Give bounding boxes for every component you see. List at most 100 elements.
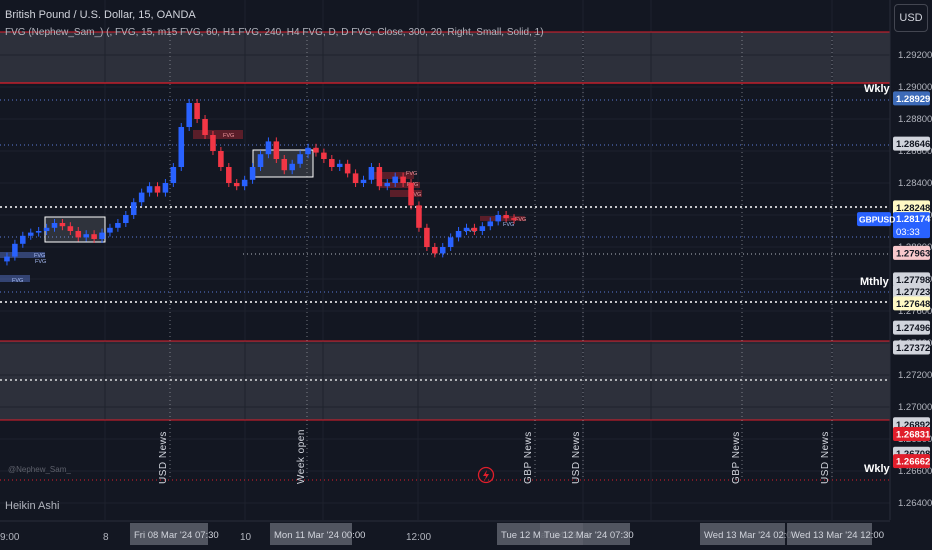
candle-body-11 — [91, 234, 97, 239]
candle-body-60 — [479, 226, 486, 231]
candle-body-6 — [51, 223, 58, 228]
candle-32 — [257, 150, 264, 171]
indicator-legend[interactable]: FVG (Nephew_Sam_) (, FVG, 15, m15 FVG, 6… — [5, 27, 544, 38]
candle-28 — [226, 163, 232, 187]
time-tick-first: 9:00 — [0, 532, 20, 543]
candle-50 — [400, 172, 406, 187]
candle-20 — [162, 179, 169, 197]
candle-body-19 — [154, 186, 161, 193]
candle-body-57 — [455, 231, 462, 238]
price-level-tag-0: 1.28929 — [893, 91, 930, 106]
candle-body-0 — [4, 256, 10, 262]
candle-body-7 — [59, 223, 66, 227]
news-label-2: GBP News — [523, 431, 534, 484]
candle-38 — [305, 143, 311, 159]
candle-3 — [27, 228, 34, 240]
price-tick-2: 1.28800 — [898, 114, 932, 125]
symbol-tag-bg — [857, 212, 891, 227]
price-level-tag-7: 1.27496 — [893, 320, 930, 335]
candle-body-10 — [83, 234, 89, 238]
weekly-top-label: Wkly — [864, 83, 891, 95]
time-box-bg-4 — [700, 523, 785, 545]
candle-body-47 — [376, 167, 383, 187]
candle-body-40 — [321, 152, 327, 159]
candle-body-36 — [289, 163, 295, 171]
candle-body-44 — [352, 173, 359, 183]
candle-1 — [12, 239, 18, 261]
symbol-title[interactable]: British Pound / U.S. Dollar, 15, OANDA — [5, 9, 196, 21]
price-level-text-10: 1.26831 — [896, 430, 931, 441]
price-level-tag-1: 1.28646 — [893, 136, 930, 151]
price-tick-14: 1.26400 — [898, 498, 932, 509]
candle-16 — [130, 198, 137, 219]
candle-body-14 — [115, 223, 121, 228]
time-tick-2: 12:00 — [406, 532, 431, 543]
candle-body-22 — [178, 127, 185, 167]
candle-body-53 — [424, 227, 430, 247]
price-tick-0: 1.29200 — [898, 50, 932, 61]
candle-11 — [91, 230, 97, 243]
candle-17 — [138, 188, 145, 207]
symbol-tag-text: GBPUSD — [859, 215, 895, 225]
currency-button[interactable]: USD — [894, 4, 928, 32]
candle-7 — [59, 219, 66, 231]
alert-icon[interactable] — [477, 466, 495, 484]
candle-29 — [233, 179, 240, 191]
candle-body-39 — [313, 147, 319, 153]
candle-9 — [75, 227, 82, 242]
weekly-bottom-label: Wkly — [864, 463, 891, 475]
candle-body-32 — [257, 154, 264, 167]
candle-body-45 — [360, 179, 367, 183]
price-level-text-12: 1.26662 — [896, 457, 930, 468]
price-level-tag-3: 1.27963 — [893, 245, 930, 260]
price-level-bg-4 — [893, 272, 930, 287]
chart-type-label: Heikin Ashi — [5, 500, 60, 512]
price-level-bg-6 — [893, 296, 930, 311]
candle-26 — [210, 131, 216, 155]
fvg-label-b2: FVG — [503, 222, 514, 228]
price-level-bg-0 — [893, 91, 930, 106]
watermark: @Nephew_Sam_ — [8, 465, 71, 474]
price-level-text-1: 1.28646 — [896, 139, 930, 150]
candle-54 — [432, 243, 438, 258]
candle-45 — [360, 175, 367, 187]
candle-36 — [289, 159, 295, 175]
fvg-zone-3 — [370, 172, 414, 179]
candle-34 — [273, 137, 280, 163]
candle-body-12 — [99, 232, 105, 239]
candle-body-18 — [146, 186, 153, 193]
candle-57 — [455, 227, 462, 242]
candle-body-49 — [392, 176, 398, 183]
candle-42 — [336, 159, 343, 171]
candle-body-35 — [281, 159, 288, 171]
price-level-text-9: 1.26892 — [896, 420, 930, 431]
price-tick-8: 1.27600 — [898, 306, 932, 317]
candle-30 — [241, 175, 248, 191]
candle-body-48 — [384, 183, 391, 187]
candle-body-13 — [107, 227, 113, 233]
price-level-text-0: 1.28929 — [896, 94, 930, 105]
candle-body-33 — [265, 141, 272, 155]
candle-body-24 — [194, 103, 200, 119]
time-box-bg-0 — [130, 523, 208, 545]
fvg-label-1: FVG — [12, 278, 23, 284]
candle-14 — [115, 219, 121, 232]
price-level-text-2: 1.28248 — [896, 203, 930, 214]
time-box-3: Tue 12 Mar '24 07:30 — [540, 523, 634, 545]
candle-body-62 — [495, 215, 501, 222]
time-box-bg-5 — [787, 523, 872, 545]
news-label-5: USD News — [820, 431, 831, 484]
candle-body-1 — [12, 243, 18, 257]
candle-body-16 — [130, 202, 137, 215]
time-tick-0: 8 — [103, 532, 109, 543]
candle-body-25 — [202, 119, 208, 135]
candle-body-64 — [511, 218, 517, 220]
candle-12 — [99, 228, 105, 243]
candle-body-27 — [218, 151, 224, 167]
candle-body-55 — [439, 247, 446, 254]
time-box-text-5: Wed 13 Mar '24 12:00 — [791, 530, 884, 541]
candle-44 — [352, 169, 359, 187]
current-price-bg — [893, 212, 930, 239]
candle-body-26 — [210, 135, 216, 151]
